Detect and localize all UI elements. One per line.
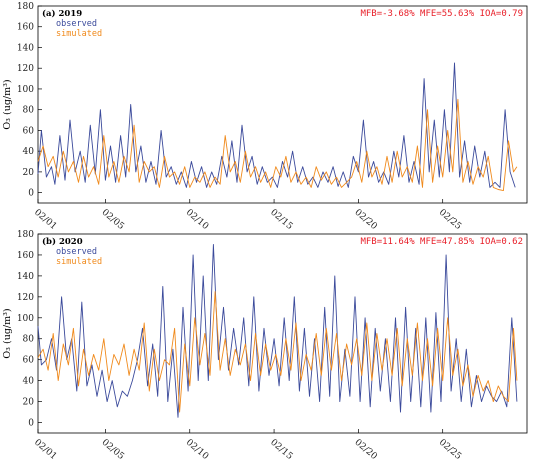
y-tick-label: 100 [17,85,34,95]
legend-entry-observed: observed [56,19,97,29]
x-tick-label: 02/05 [100,208,127,233]
y-tick-label: 160 [17,251,34,261]
y-tick-label: 160 [17,23,34,33]
x-tick-label: 02/20 [352,208,379,233]
series-line-observed [37,244,518,418]
x-tick-label: 02/05 [100,438,127,463]
x-tick-label: 02/10 [184,438,211,463]
y-tick-label: 20 [23,168,35,178]
legend-entry-observed: observed [56,247,97,257]
y-tick-label: 40 [23,377,35,387]
y-tick-label: 80 [23,106,35,116]
plot-frame [37,233,528,434]
x-tick-label: 02/10 [184,208,211,233]
y-tick-label: 140 [17,272,34,282]
y-axis-label: O₃ (ug/m³) [2,308,13,358]
series-line-observed [37,62,516,188]
y-tick-label: 120 [17,293,34,303]
y-tick-label: 100 [17,314,34,324]
y-tick-label: 0 [28,189,34,199]
panel-label: (a) 2019 [42,8,82,19]
y-axis-label: O₃ (ug/m³) [2,79,13,129]
x-tick-label: 02/01 [32,208,58,232]
legend-entry-simulated: simulated [56,257,102,267]
x-tick-label: 02/15 [268,208,295,233]
plot-frame [37,5,528,204]
y-tick-label: 180 [17,230,34,240]
y-tick-label: 80 [23,335,35,345]
y-tick-label: 120 [17,64,34,74]
y-tick-label: 40 [23,147,35,157]
y-tick-label: 140 [17,43,34,53]
series-line-simulated [37,98,518,192]
y-tick-label: 0 [28,419,34,429]
x-tick-label: 02/15 [268,438,295,463]
legend-entry-simulated: simulated [56,29,102,39]
x-tick-label: 02/25 [437,438,464,463]
x-tick-label: 02/01 [32,438,58,462]
y-tick-label: 60 [23,126,35,136]
metrics-annotation: MFB=11.64% MFE=47.85% IOA=0.62 [360,237,523,247]
chart-panel-2: 0 20 40 60 80 100 120 140 160 180 O₃ (ug/m³) 02/01 0… [2,230,528,463]
series-line-simulated [37,291,518,413]
y-tick-label: 20 [23,398,35,408]
metrics-annotation: MFB=-3.68% MFE=55.63% IOA=0.79 [360,9,523,19]
x-tick-label: 02/25 [437,208,464,233]
x-tick-label: 02/20 [352,438,379,463]
chart-panel-1: 0 20 40 60 80 100 120 140 160 180 O₃ (ug/m³) 02/01 0… [2,2,528,233]
y-tick-label: 180 [17,2,34,12]
panel-label: (b) 2020 [42,236,83,247]
y-tick-label: 60 [23,356,35,366]
